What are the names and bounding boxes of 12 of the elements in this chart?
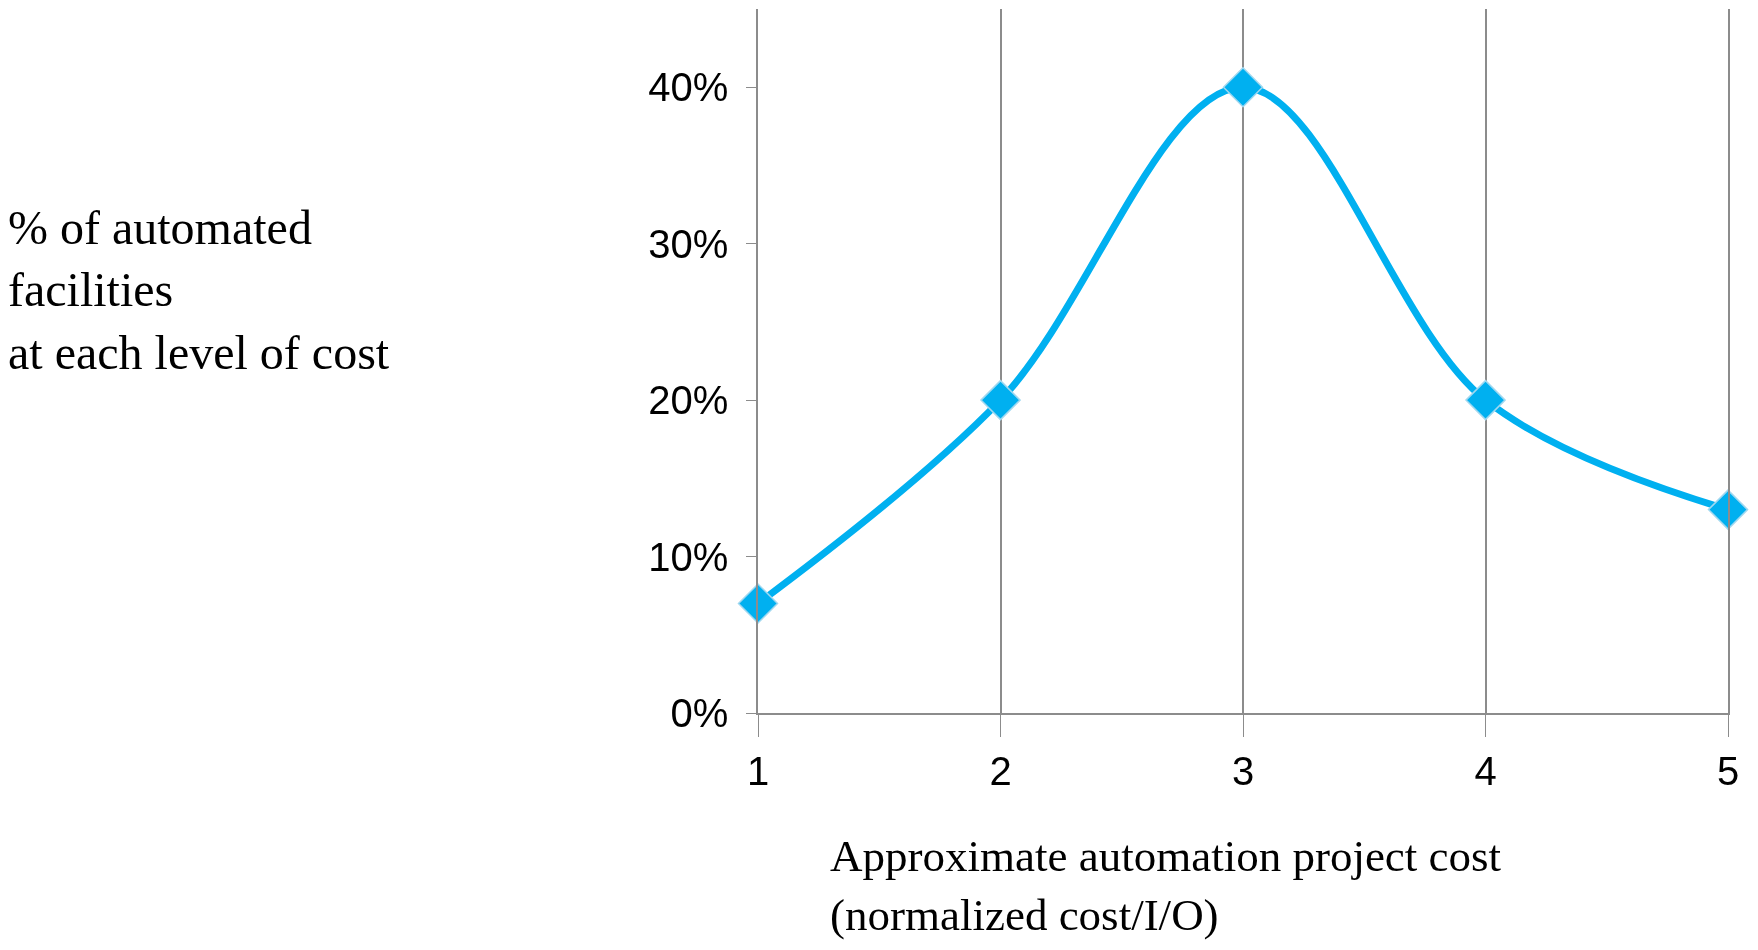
x-tick-label: 3	[1231, 748, 1255, 793]
y-tick-label: 40%	[648, 65, 729, 110]
y-tick-label: 10%	[648, 534, 729, 579]
x-tick-label: 5	[1716, 748, 1740, 793]
y-tick-label: 0%	[670, 691, 729, 735]
x-axis-title: Approximate automation project cost (normalized cost/I/O)	[830, 831, 1502, 940]
text: % of automated facilities at each level of cost	[8, 201, 390, 379]
y-tick-label: 20%	[648, 378, 729, 423]
x-tick-label: 2	[989, 748, 1012, 793]
y-tick-label: 30%	[648, 221, 729, 266]
x-tick-label: 4	[1474, 748, 1497, 793]
x-tick-label: 1	[746, 748, 770, 793]
